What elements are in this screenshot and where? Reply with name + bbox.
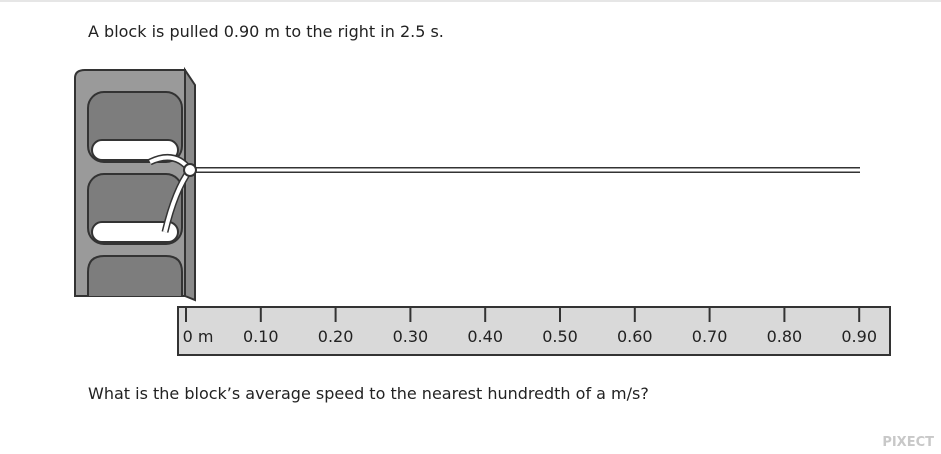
ruler: 0 m 0.10 0.20 0.30 0.40 0.50 0.60 0.70 0.80 0.90 — [177, 306, 891, 356]
rope — [148, 154, 860, 233]
ruler-label: 0.80 — [767, 327, 803, 346]
question: A block is pulled 0.90 m to the right in… — [88, 22, 444, 41]
ruler-label: 0.60 — [617, 327, 653, 346]
ruler-label: 0.90 — [841, 327, 877, 346]
ruler-label: 0.20 — [318, 327, 354, 346]
ruler-label: 0.40 — [467, 327, 503, 346]
ruler-label: 0.10 — [243, 327, 279, 346]
ruler-label: 0 m — [183, 327, 214, 346]
prompt: What is the block’s average speed to the… — [88, 384, 649, 403]
ruler-label: 0.50 — [542, 327, 578, 346]
watermark: PIXECT — [882, 435, 934, 450]
block — [74, 66, 196, 302]
ruler-label: 0.70 — [692, 327, 728, 346]
ruler-label: 0.30 — [393, 327, 429, 346]
